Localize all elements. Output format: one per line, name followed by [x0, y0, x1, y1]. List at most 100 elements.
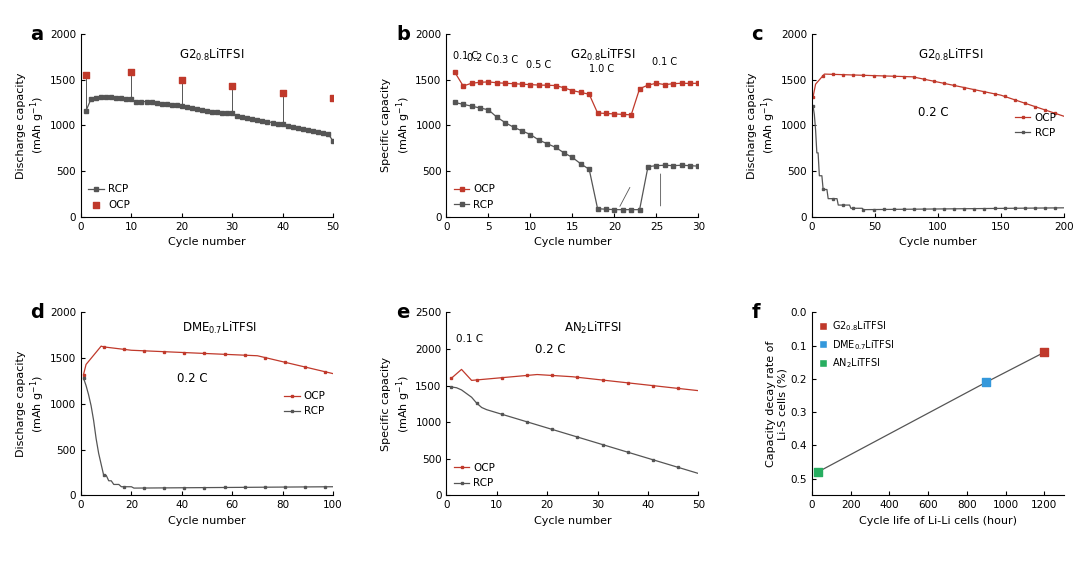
RCP — [485, 408, 498, 414]
RCP — [642, 163, 654, 170]
OCP — [274, 89, 292, 98]
OCP — [530, 371, 543, 378]
OCP — [490, 79, 503, 86]
OCP — [692, 387, 705, 394]
OCP — [1045, 109, 1058, 116]
Point — [977, 378, 995, 387]
RCP — [853, 205, 866, 212]
RCP — [611, 446, 624, 453]
RCP — [246, 115, 259, 122]
Text: G2$_{0.8}$LiTFSI: G2$_{0.8}$LiTFSI — [179, 47, 245, 62]
OCP — [651, 383, 664, 390]
OCP — [508, 81, 521, 87]
OCP — [482, 78, 495, 85]
RCP — [599, 206, 612, 213]
OCP — [448, 69, 461, 75]
RCP — [1045, 204, 1058, 211]
X-axis label: Cycle number: Cycle number — [534, 238, 611, 247]
Line: OCP: OCP — [812, 73, 1065, 117]
RCP — [90, 95, 103, 101]
RCP — [465, 103, 478, 110]
RCP — [551, 427, 564, 434]
RCP — [77, 375, 90, 382]
RCP — [160, 101, 173, 108]
OCP — [647, 382, 660, 389]
RCP — [566, 432, 579, 439]
Legend: OCP, RCP: OCP, RCP — [282, 389, 328, 418]
Y-axis label: Specific capacity
(mAh g$^{-1}$): Specific capacity (mAh g$^{-1}$) — [381, 357, 413, 451]
OCP — [524, 81, 537, 88]
OCP — [626, 380, 639, 387]
Text: 0.3 C: 0.3 C — [492, 55, 517, 65]
OCP — [807, 93, 820, 100]
RCP — [541, 425, 554, 431]
OCP — [470, 377, 483, 383]
OCP — [602, 377, 615, 384]
RCP — [508, 124, 521, 131]
Line: RCP: RCP — [812, 105, 1065, 211]
OCP — [505, 373, 518, 380]
OCP — [606, 378, 619, 385]
RCP — [672, 464, 685, 471]
OCP — [228, 351, 241, 358]
Text: f: f — [752, 303, 760, 322]
RCP — [482, 106, 495, 113]
RCP — [450, 385, 463, 391]
RCP — [571, 434, 584, 440]
RCP — [301, 127, 314, 133]
OCP — [657, 383, 670, 390]
RCP — [1037, 204, 1050, 211]
RCP — [271, 120, 284, 127]
OCP — [642, 382, 654, 388]
OCP — [316, 368, 329, 374]
RCP — [208, 484, 221, 491]
RCP — [617, 448, 630, 454]
RCP — [662, 461, 675, 468]
OCP — [684, 80, 697, 87]
OCP — [681, 386, 694, 393]
OCP — [586, 376, 599, 382]
OCP — [642, 82, 654, 88]
OCP — [496, 374, 509, 381]
Line: OCP: OCP — [82, 345, 334, 376]
OCP — [666, 81, 679, 87]
OCP — [475, 376, 488, 383]
RCP — [326, 137, 339, 144]
Legend: OCP, RCP: OCP, RCP — [451, 182, 498, 212]
RCP — [566, 154, 579, 161]
OCP — [532, 82, 545, 88]
OCP — [583, 91, 596, 97]
RCP — [511, 415, 524, 422]
OCP — [617, 111, 630, 118]
RCP — [195, 106, 208, 113]
RCP — [448, 99, 461, 106]
RCP — [647, 457, 660, 463]
RCP — [316, 129, 329, 136]
RCP — [586, 438, 599, 445]
RCP — [276, 121, 289, 128]
OCP — [581, 375, 594, 382]
RCP — [530, 422, 543, 428]
RCP — [556, 429, 569, 436]
RCP — [532, 137, 545, 144]
OCP — [675, 80, 688, 87]
X-axis label: Cycle life of Li-Li cells (hour): Cycle life of Li-Li cells (hour) — [859, 516, 1016, 526]
RCP — [875, 206, 888, 213]
Text: 1.0 C: 1.0 C — [590, 64, 615, 74]
RCP — [114, 95, 127, 102]
RCP — [505, 414, 518, 421]
RCP — [190, 105, 203, 112]
OCP — [326, 370, 339, 377]
RCP — [326, 484, 339, 490]
RCP — [684, 162, 697, 169]
OCP — [621, 379, 634, 386]
OCP — [624, 111, 637, 118]
OCP — [465, 377, 478, 384]
Text: a: a — [30, 25, 43, 43]
OCP — [818, 71, 831, 78]
OCP — [77, 371, 90, 378]
RCP — [165, 101, 178, 108]
Line: RCP: RCP — [83, 95, 336, 144]
RCP — [140, 98, 153, 105]
RCP — [135, 98, 148, 105]
